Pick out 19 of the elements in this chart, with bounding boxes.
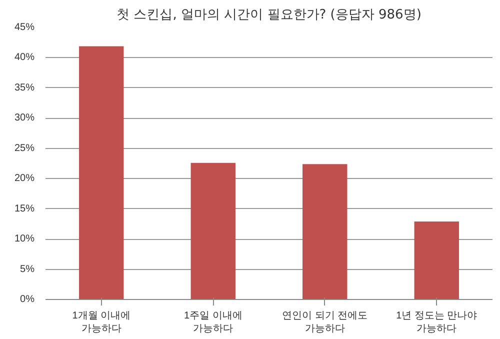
y-tick-label: 45% (14, 22, 35, 33)
bar (79, 46, 124, 300)
y-tick-label: 25% (14, 142, 35, 154)
y-tick-label: 5% (20, 264, 35, 275)
chart-title: 첫 스킨십, 얼마의 시간이 필요한가? (응답자 986명) (116, 8, 422, 22)
x-tick-label: 1주일 이내에 가능하다 (184, 310, 242, 335)
y-tick-label: 35% (14, 82, 35, 94)
y-tick-label: 40% (14, 52, 35, 64)
x-tick-label: 연인이 되기 전에도 가능하다 (282, 310, 368, 335)
y-tick-label: 0% (20, 294, 35, 305)
y-tick-label: 30% (14, 112, 35, 124)
x-tick-label: 1년 정도는 만나야 가능하다 (396, 310, 478, 335)
bar (190, 162, 236, 300)
bar (414, 222, 459, 300)
y-tick-label: 10% (14, 234, 35, 245)
bar (302, 164, 348, 300)
y-tick-label: 20% (14, 173, 35, 184)
x-tick-label: 1개월 이내에 가능하다 (72, 310, 131, 335)
y-tick-label: 15% (14, 203, 35, 214)
